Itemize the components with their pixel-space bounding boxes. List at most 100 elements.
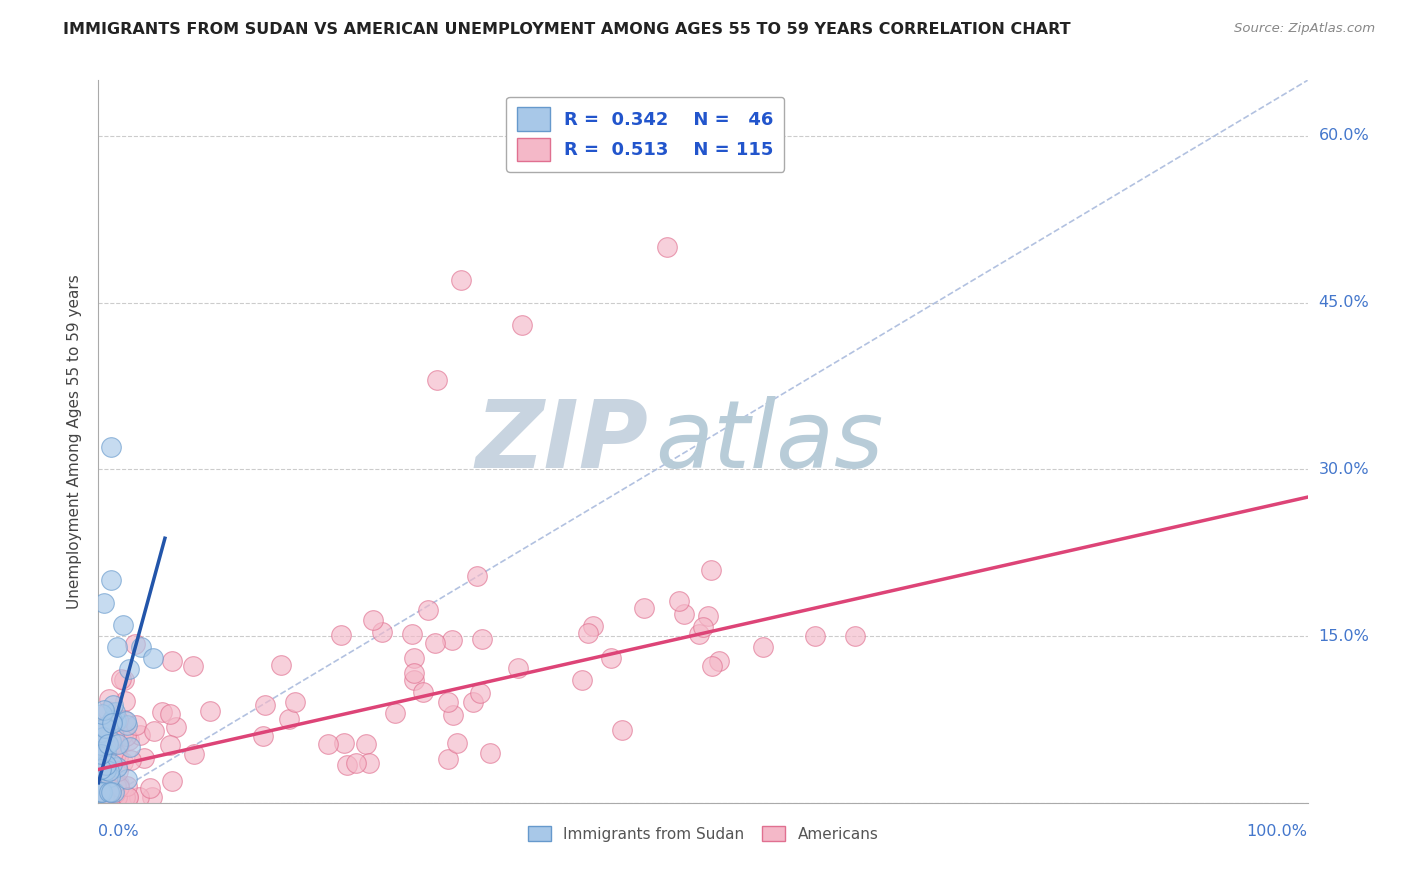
- Point: [463, 695, 485, 709]
- Point: [90, 738, 112, 752]
- Point: [114, 790, 136, 805]
- Point: [94, 763, 117, 777]
- Y-axis label: Unemployment Among Ages 55 to 59 years: Unemployment Among Ages 55 to 59 years: [66, 274, 82, 609]
- Point: [700, 659, 723, 673]
- Point: [510, 318, 533, 332]
- Point: [129, 640, 152, 655]
- Point: [100, 785, 122, 799]
- Point: [93, 790, 115, 805]
- Text: atlas: atlas: [655, 396, 883, 487]
- Point: [437, 695, 460, 709]
- Point: [120, 753, 142, 767]
- Point: [384, 706, 406, 720]
- Point: [91, 744, 114, 758]
- Point: [450, 273, 472, 287]
- Point: [107, 737, 129, 751]
- Point: [114, 694, 136, 708]
- Point: [97, 704, 120, 718]
- Point: [98, 785, 121, 799]
- Text: 60.0%: 60.0%: [1319, 128, 1369, 144]
- Point: [112, 714, 135, 728]
- Point: [709, 654, 731, 668]
- Point: [115, 718, 138, 732]
- Point: [94, 720, 117, 734]
- Point: [357, 756, 380, 770]
- Point: [371, 624, 394, 639]
- Point: [118, 662, 141, 676]
- Point: [111, 756, 134, 770]
- Point: [110, 673, 132, 687]
- Point: [89, 740, 111, 755]
- Point: [91, 785, 114, 799]
- Point: [90, 724, 112, 739]
- Text: 45.0%: 45.0%: [1319, 295, 1369, 310]
- Point: [117, 790, 139, 805]
- Point: [441, 633, 464, 648]
- Point: [111, 727, 134, 741]
- Text: 100.0%: 100.0%: [1247, 824, 1308, 839]
- Point: [141, 790, 163, 805]
- Point: [700, 563, 723, 577]
- Text: 0.0%: 0.0%: [98, 824, 139, 839]
- Point: [506, 661, 529, 675]
- Point: [90, 706, 112, 721]
- Point: [571, 673, 593, 687]
- Point: [752, 640, 775, 655]
- Point: [97, 692, 120, 706]
- Point: [91, 745, 114, 759]
- Point: [104, 775, 127, 789]
- Point: [354, 737, 377, 751]
- Point: [96, 745, 118, 759]
- Point: [112, 673, 135, 687]
- Point: [416, 603, 439, 617]
- Point: [578, 625, 600, 640]
- Point: [198, 705, 221, 719]
- Point: [104, 747, 127, 761]
- Point: [94, 758, 117, 772]
- Point: [673, 607, 696, 621]
- Point: [446, 736, 468, 750]
- Point: [612, 723, 634, 738]
- Point: [93, 731, 115, 746]
- Point: [97, 764, 120, 778]
- Point: [471, 632, 494, 646]
- Point: [143, 723, 166, 738]
- Point: [97, 737, 120, 751]
- Point: [104, 777, 127, 791]
- Point: [108, 737, 131, 751]
- Point: [688, 626, 710, 640]
- Point: [333, 736, 356, 750]
- Point: [91, 772, 114, 787]
- Point: [278, 712, 301, 726]
- Point: [254, 698, 277, 712]
- Point: [329, 628, 352, 642]
- Point: [100, 723, 122, 737]
- Point: [316, 738, 339, 752]
- Point: [479, 747, 502, 761]
- Point: [633, 600, 655, 615]
- Point: [105, 760, 128, 774]
- Point: [111, 618, 134, 632]
- Point: [93, 743, 115, 757]
- Point: [89, 783, 111, 797]
- Text: ZIP: ZIP: [475, 395, 648, 488]
- Text: Source: ZipAtlas.com: Source: ZipAtlas.com: [1234, 22, 1375, 36]
- Legend: Immigrants from Sudan, Americans: Immigrants from Sudan, Americans: [520, 818, 886, 849]
- Point: [107, 749, 129, 764]
- Point: [91, 753, 114, 767]
- Point: [93, 721, 115, 735]
- Point: [96, 738, 118, 752]
- Point: [124, 637, 146, 651]
- Text: 15.0%: 15.0%: [1319, 629, 1369, 643]
- Point: [150, 705, 173, 719]
- Point: [107, 764, 129, 779]
- Point: [401, 627, 423, 641]
- Point: [270, 658, 292, 673]
- Point: [402, 666, 425, 681]
- Point: [93, 730, 115, 744]
- Point: [181, 658, 204, 673]
- Point: [128, 790, 150, 805]
- Point: [114, 714, 136, 728]
- Point: [844, 629, 866, 643]
- Point: [108, 780, 131, 794]
